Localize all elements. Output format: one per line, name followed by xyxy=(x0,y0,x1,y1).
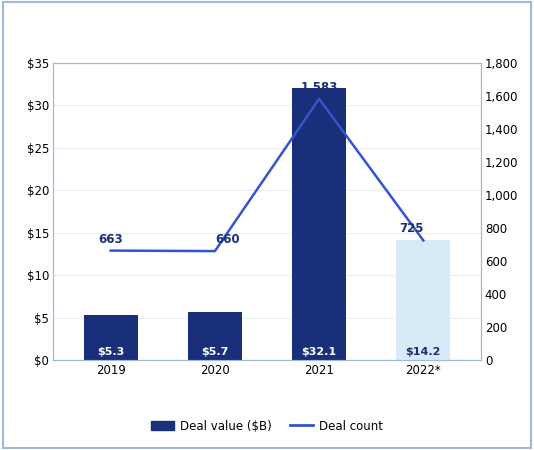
Text: 660: 660 xyxy=(215,233,240,246)
Legend: Deal value ($B), Deal count: Deal value ($B), Deal count xyxy=(146,415,388,437)
Bar xyxy=(84,315,138,360)
Bar xyxy=(188,312,242,360)
Text: $5.7: $5.7 xyxy=(201,346,229,356)
Text: $5.3: $5.3 xyxy=(97,346,124,356)
Bar xyxy=(396,239,450,360)
Text: $14.2: $14.2 xyxy=(406,346,441,356)
Text: $32.1: $32.1 xyxy=(302,346,336,356)
Bar xyxy=(292,88,346,360)
Text: 663: 663 xyxy=(98,233,123,246)
Text: 2019–2022*: 2019–2022* xyxy=(11,36,77,46)
Text: Total global investment activity (VC, PE and M&A) in blockchain & cryptocurrency: Total global investment activity (VC, PE… xyxy=(11,13,511,22)
Text: 1,583: 1,583 xyxy=(301,81,338,94)
Text: 725: 725 xyxy=(399,222,423,235)
